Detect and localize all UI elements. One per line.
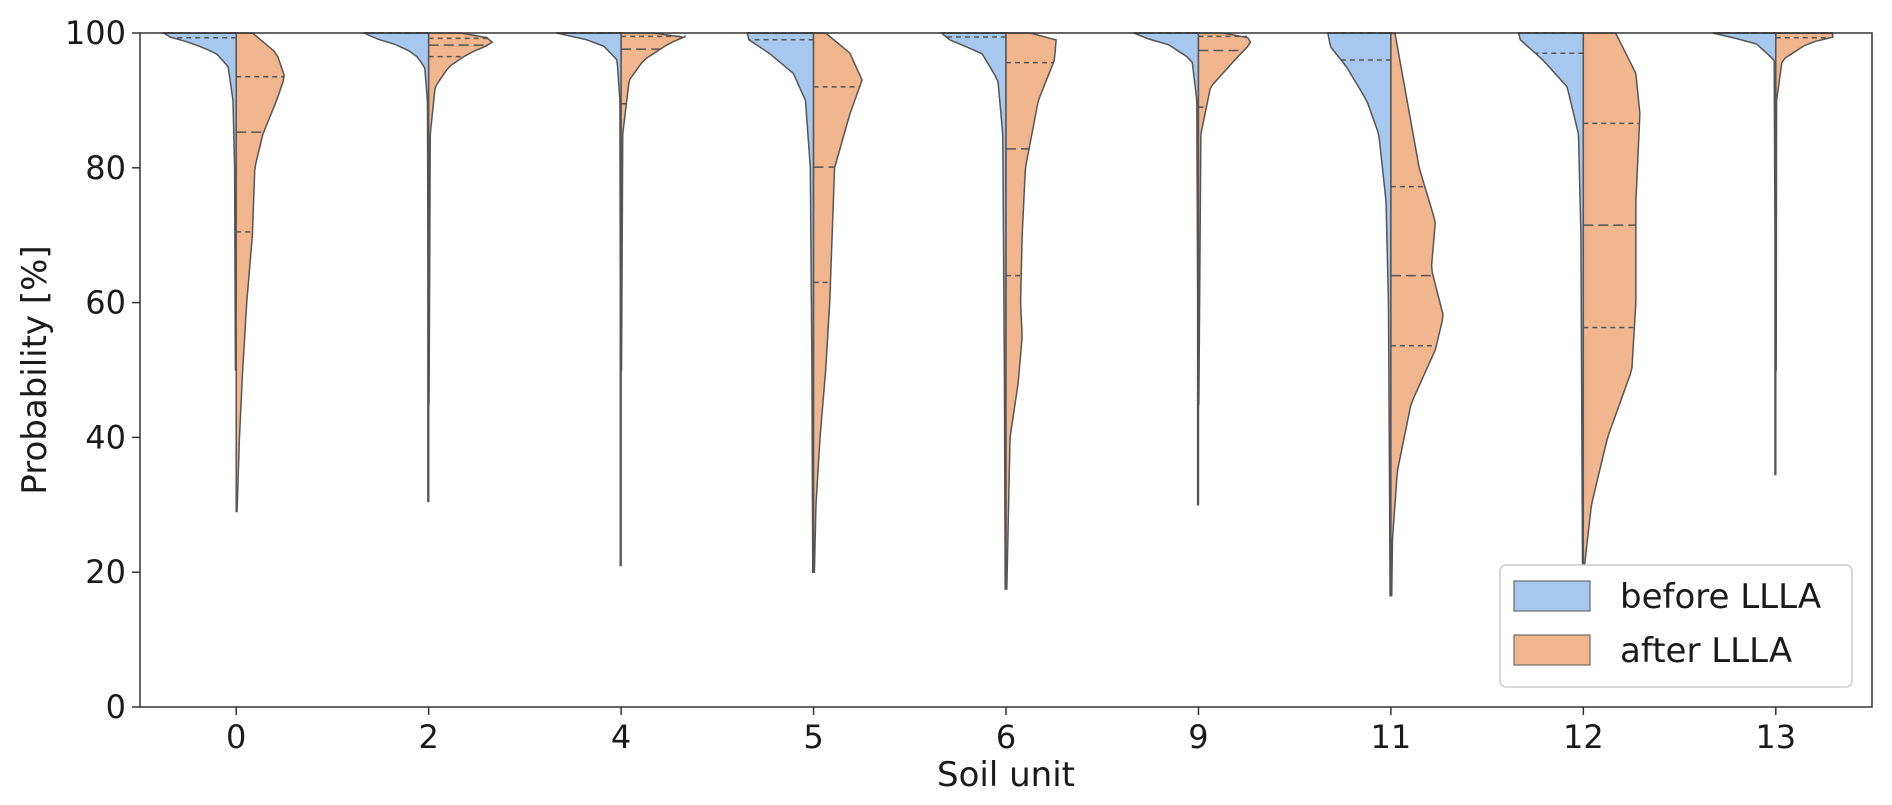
violin-right-unit-13 (1775, 32, 1834, 371)
violin-left-unit-13 (1712, 32, 1777, 476)
violin-right-unit-0 (235, 32, 285, 513)
violin-left-unit-4 (556, 32, 622, 567)
y-axis-label: Probability [%] (15, 245, 55, 494)
violin-left-unit-0 (160, 32, 237, 371)
x-tick-label: 5 (803, 718, 823, 756)
violin-right-unit-6 (1005, 32, 1057, 590)
violin-left-unit-12 (1517, 32, 1585, 570)
y-tick-label: 20 (85, 553, 126, 591)
y-tick-label: 100 (65, 14, 126, 52)
violin-right-unit-12 (1582, 32, 1641, 570)
x-tick-label: 2 (418, 718, 438, 756)
violin-right-unit-9 (1197, 32, 1252, 405)
legend: before LLLA after LLLA (1499, 564, 1853, 688)
violin-group (160, 32, 1834, 597)
x-tick-label: 11 (1371, 718, 1412, 756)
y-tick-label: 80 (85, 149, 126, 187)
x-tick-label: 12 (1563, 718, 1604, 756)
legend-label-after: after LLLA (1620, 631, 1792, 671)
x-tick-label: 4 (611, 718, 631, 756)
violin-right-unit-4 (620, 32, 687, 371)
violin-left-unit-11 (1326, 32, 1392, 597)
legend-label-before: before LLLA (1620, 577, 1821, 617)
violin-right-unit-2 (427, 32, 494, 405)
legend-swatch-after (1513, 634, 1591, 666)
y-tick-label: 40 (85, 418, 126, 456)
violin-left-unit-5 (746, 32, 815, 573)
x-tick-label: 6 (996, 718, 1016, 756)
legend-swatch-before (1513, 580, 1591, 612)
violin-left-unit-6 (939, 32, 1007, 590)
violin-left-unit-2 (363, 32, 430, 503)
x-tick-label: 9 (1188, 718, 1208, 756)
x-axis-label: Soil unit (937, 755, 1075, 795)
violin-right-unit-5 (812, 32, 863, 573)
y-axis: 0 20 40 60 80 100 (65, 14, 140, 726)
y-tick-label: 0 (106, 688, 126, 726)
x-tick-label: 0 (226, 718, 246, 756)
y-tick-label: 60 (85, 284, 126, 322)
x-tick-label: 13 (1755, 718, 1796, 756)
x-axis: 0 2 4 5 6 9 11 12 13 (226, 707, 1796, 756)
violin-left-unit-9 (1133, 32, 1200, 506)
violin-right-unit-11 (1390, 32, 1444, 597)
